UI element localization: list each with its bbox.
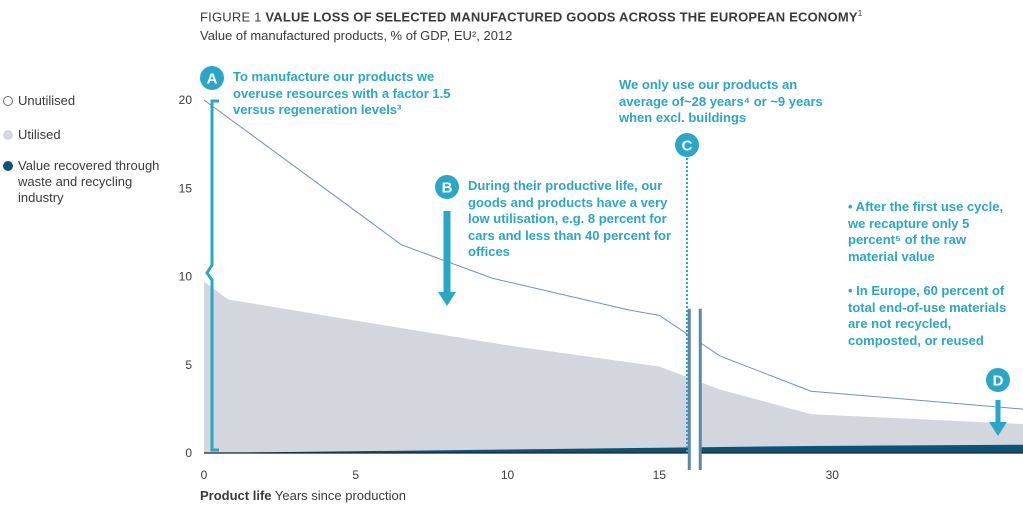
legend-item-unutilised: Unutilised [3, 93, 75, 109]
title-prefix: FIGURE 1 [200, 9, 262, 25]
y-tick-label: 10 [179, 270, 193, 284]
annotation-a-badge [200, 66, 224, 90]
y-tick-label: 15 [179, 181, 193, 195]
legend-swatch-utilised [3, 130, 13, 140]
title-superscript: 1 [857, 9, 863, 18]
arrow-b-head [438, 292, 456, 306]
legend-label-recovered: Value recovered through waste and recycl… [18, 158, 160, 205]
axis-break-gap [688, 308, 702, 470]
chart-title: FIGURE 1 VALUE LOSS OF SELECTED MANUFACT… [200, 9, 862, 24]
x-tick-label: 5 [352, 468, 359, 482]
annotation-d-badge-letter: D [993, 373, 1004, 390]
x-tick-label: 0 [201, 468, 208, 482]
annotation-a-text: To manufacture our products we overuse r… [233, 69, 451, 117]
y-tick-label: 20 [179, 93, 193, 107]
utilised-area [204, 281, 1023, 453]
x-tick-label: 30 [826, 468, 840, 482]
annotation-d-bullet-1: • After the first use cycle, we recaptur… [848, 199, 1004, 264]
x-tick-label: 10 [501, 468, 515, 482]
annotation-d-bullet-2: • In Europe, 60 percent of total end-of-… [848, 283, 1007, 348]
y-tick-label: 0 [185, 446, 192, 460]
unutilised-line [203, 99, 1023, 410]
legend-swatch-unutilised [3, 96, 13, 106]
x-tick-label: 15 [653, 468, 667, 482]
annotation-b-text: During their productive life, our goods … [468, 178, 672, 259]
annotation-c-badge-letter: C [682, 138, 693, 155]
legend-label-unutilised: Unutilised [18, 93, 76, 108]
annotation-a-badge-letter: A [207, 71, 218, 88]
legend-item-utilised: Utilised [3, 127, 61, 143]
chart-subtitle: Value of manufactured products, % of GDP… [200, 28, 513, 43]
legend-item-recovered: Value recovered through waste and recycl… [3, 158, 161, 206]
x-axis-label-bold: Product life [200, 488, 272, 503]
recovered-area [204, 444, 1023, 453]
annotation-c-text: We only use our products an average of~2… [619, 77, 823, 125]
annotation-c-badge [675, 133, 699, 157]
x-axis-label-text: Years since production [274, 488, 406, 503]
legend-swatch-recovered [3, 161, 13, 171]
y-tick-label: 5 [185, 358, 192, 372]
brace-a-bracket [205, 99, 219, 452]
arrow-d-head [989, 422, 1007, 436]
x-axis-label: Product life Years since production [200, 488, 406, 503]
annotation-d-badge [986, 368, 1010, 392]
annotation-b-badge-letter: B [442, 180, 453, 197]
annotation-b-badge [435, 175, 459, 199]
title-main: VALUE LOSS OF SELECTED MANUFACTURED GOOD… [265, 9, 858, 25]
legend-label-utilised: Utilised [18, 127, 61, 142]
